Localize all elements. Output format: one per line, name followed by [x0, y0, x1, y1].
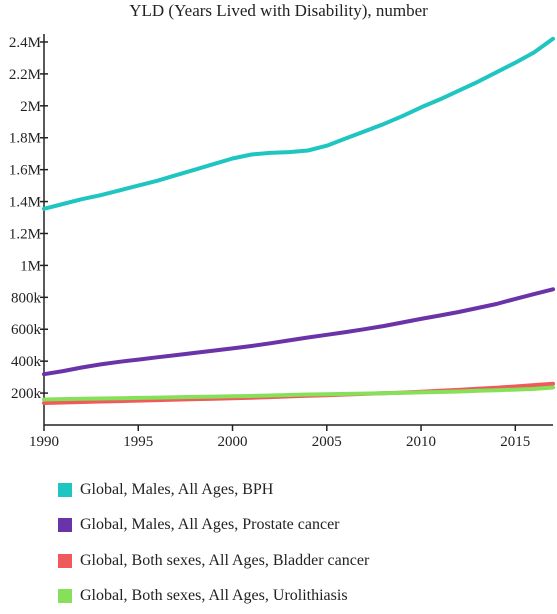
y-tick-label: 1.8M [9, 131, 41, 147]
legend-swatch [58, 483, 72, 497]
legend-label: Global, Both sexes, All Ages, Urolithias… [80, 587, 348, 605]
x-tick-label: 1995 [123, 434, 153, 450]
y-tick-label: 1.2M [9, 226, 41, 242]
line-chart: 200k 400k 600k 800k 1M 1.2M 1.4M 1.6M 1.8M 2M 2.2M… [0, 0, 557, 460]
y-tick-label: 200k [11, 386, 42, 402]
x-tick-label: 2010 [406, 434, 436, 450]
legend-item: Global, Males, All Ages, Prostate cancer [58, 508, 369, 544]
legend-label: Global, Both sexes, All Ages, Bladder ca… [80, 552, 369, 570]
legend-label: Global, Males, All Ages, Prostate cancer [80, 516, 340, 534]
y-tick-label: 2.2M [9, 67, 41, 83]
y-tick-label: 1.4M [9, 195, 41, 211]
legend-swatch [58, 554, 72, 568]
y-tick-label: 1M [20, 258, 41, 274]
y-tick-label: 2.4M [9, 35, 41, 51]
x-tick-label: 2000 [218, 434, 248, 450]
legend-swatch [58, 518, 72, 532]
y-tick-label: 400k [11, 354, 42, 370]
series-line-2 [44, 289, 553, 374]
y-tick-label: 800k [11, 290, 42, 306]
y-tick-label: 600k [11, 322, 42, 338]
legend-item: Global, Males, All Ages, BPH [58, 472, 369, 508]
x-tick-label: 2015 [500, 434, 530, 450]
chart-legend: Global, Males, All Ages, BPH Global, Male… [58, 472, 369, 614]
x-tick-label: 1990 [29, 434, 59, 450]
y-tick-label: 1.6M [9, 163, 41, 179]
legend-item: Global, Both sexes, All Ages, Urolithias… [58, 579, 369, 614]
legend-label: Global, Males, All Ages, BPH [80, 481, 273, 499]
y-tick-label: 2M [20, 99, 41, 115]
x-tick-label: 2005 [312, 434, 342, 450]
series-line-1 [44, 39, 553, 209]
legend-swatch [58, 589, 72, 603]
legend-item: Global, Both sexes, All Ages, Bladder ca… [58, 543, 369, 579]
